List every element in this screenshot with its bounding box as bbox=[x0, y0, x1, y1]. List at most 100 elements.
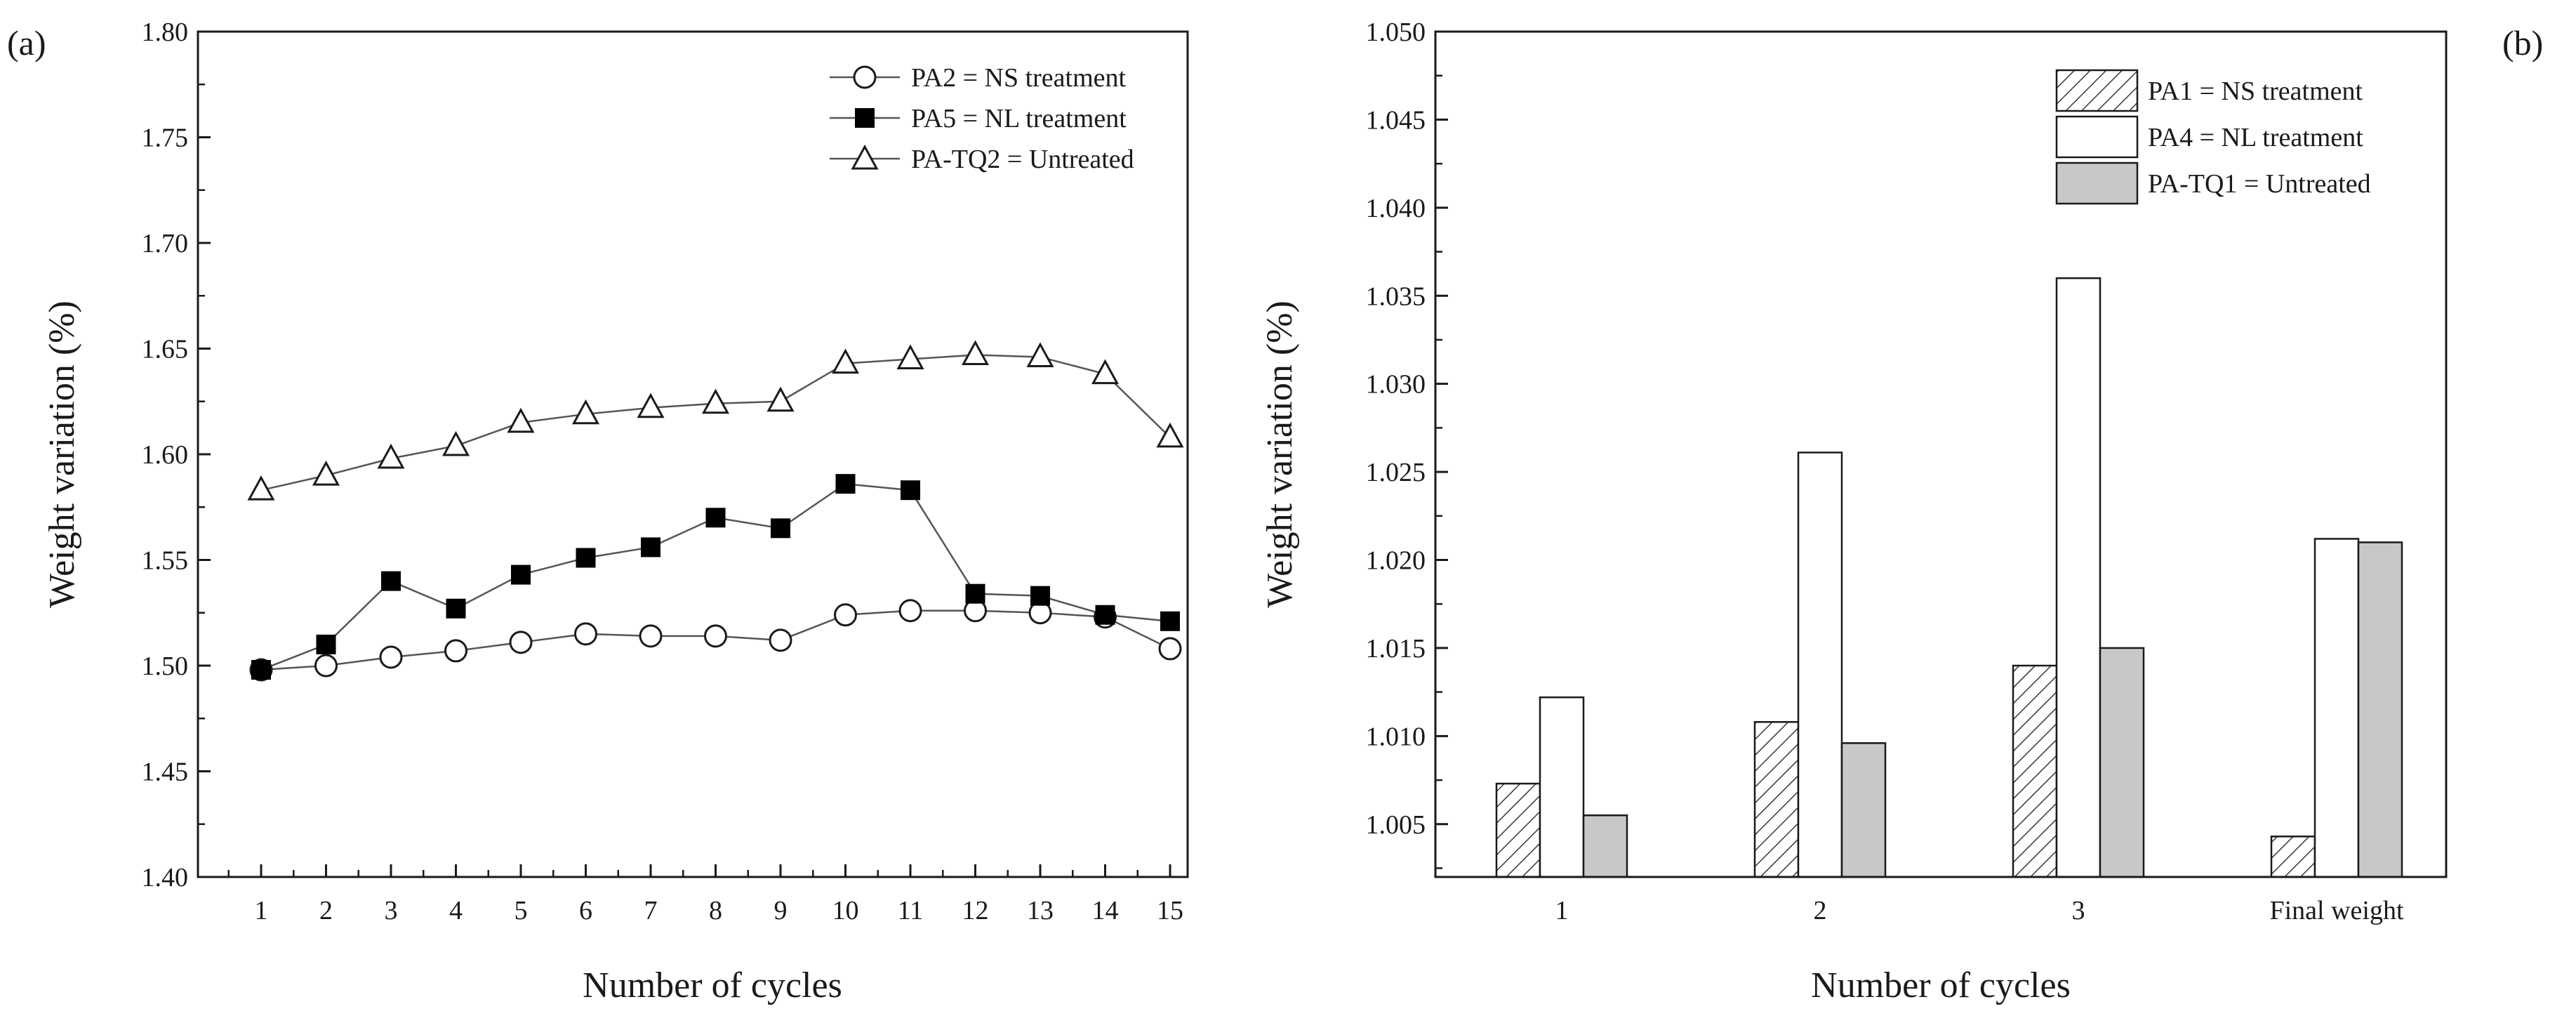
y-tick-label: 1.80 bbox=[142, 18, 189, 47]
y-tick-label: 1.010 bbox=[1366, 722, 1426, 751]
data-point-triangle bbox=[961, 340, 990, 366]
bar-white-1 bbox=[1797, 451, 1843, 878]
legend-entry-pa5: PA5 = NL treatment bbox=[830, 104, 1127, 133]
y-tick-label: 1.015 bbox=[1366, 634, 1426, 664]
legend-label-pa1: PA1 = NS treatment bbox=[2148, 77, 2363, 106]
data-point-square bbox=[1095, 605, 1115, 625]
y-tick-label: 1.030 bbox=[1366, 370, 1426, 400]
data-point-square bbox=[251, 660, 271, 680]
data-point-triangle bbox=[637, 392, 665, 418]
panel-b-legend: PA1 = NS treatment PA4 = NL treatment PA… bbox=[2055, 69, 2371, 205]
data-point-triangle bbox=[377, 443, 405, 469]
panel-a-line-chart: (a) 1.40 1.45 1.50 1.55 1.60 1.65 1.70 1.75 1.80… bbox=[7, 18, 1189, 1005]
data-point-square bbox=[901, 480, 920, 501]
x-tick-label: 2 bbox=[1814, 896, 1827, 925]
data-point-triangle bbox=[571, 399, 600, 425]
legend-entry-patq1: PA-TQ1 = Untreated bbox=[2055, 161, 2371, 205]
data-point-square bbox=[446, 598, 466, 619]
y-tick-label: 1.045 bbox=[1366, 105, 1426, 135]
y-tick-label: 1.40 bbox=[142, 863, 189, 892]
y-tick-label: 1.45 bbox=[142, 758, 189, 787]
data-point-triangle bbox=[441, 430, 470, 456]
data-point-circle bbox=[639, 624, 663, 648]
data-point-square bbox=[576, 548, 596, 568]
x-tick-label: 1 bbox=[255, 896, 268, 925]
y-tick-label: 1.025 bbox=[1366, 458, 1426, 487]
y-tick-label: 1.050 bbox=[1366, 18, 1426, 47]
x-tick-label: 9 bbox=[774, 896, 788, 925]
panel-a-label: (a) bbox=[7, 23, 46, 62]
x-tick-label: 11 bbox=[898, 896, 924, 925]
panel-b-x-axis: 1 2 3 Final weight bbox=[1555, 864, 2404, 925]
data-point-triangle bbox=[1091, 359, 1120, 385]
data-point-square bbox=[1030, 586, 1050, 606]
panel-b-y-axis-title: Weight variation (%) bbox=[1260, 301, 1300, 608]
x-tick-label: 3 bbox=[2072, 896, 2085, 925]
y-tick-label: 1.005 bbox=[1366, 810, 1426, 840]
y-tick-label: 1.50 bbox=[142, 652, 189, 681]
data-point-triangle bbox=[1156, 422, 1184, 448]
data-point-triangle bbox=[312, 460, 340, 486]
bar-grey-2 bbox=[2099, 647, 2145, 878]
x-tick-label: 1 bbox=[1555, 896, 1569, 925]
data-point-circle bbox=[898, 599, 922, 623]
legend-grey-swatch bbox=[2055, 161, 2139, 205]
panel-a-y-axis-title: Weight variation (%) bbox=[42, 301, 82, 608]
data-point-square bbox=[705, 508, 726, 528]
legend-label-patq2: PA-TQ2 = Untreated bbox=[911, 145, 1134, 174]
x-tick-label: 8 bbox=[709, 896, 722, 925]
legend-label-pa5: PA5 = NL treatment bbox=[911, 104, 1127, 133]
y-tick-label: 1.60 bbox=[142, 440, 189, 470]
bar-hatched-1 bbox=[1753, 721, 1800, 878]
data-point-triangle bbox=[766, 386, 795, 412]
x-tick-label: 7 bbox=[644, 896, 658, 925]
x-tick-label: 4 bbox=[449, 896, 463, 925]
series-line-2 bbox=[260, 354, 1171, 491]
data-point-circle bbox=[704, 624, 727, 648]
panel-b-y-axis: 1.005 1.010 1.015 1.020 1.025 1.030 1.035 1.040… bbox=[1366, 18, 1448, 869]
legend-open-triangle-marker bbox=[851, 144, 879, 170]
legend-hatched-swatch bbox=[2055, 69, 2139, 112]
legend-entry-pa1: PA1 = NS treatment bbox=[2055, 69, 2363, 112]
legend-label-pa2: PA2 = NS treatment bbox=[911, 63, 1127, 93]
x-tick-label: 14 bbox=[1092, 896, 1119, 925]
x-tick-label: Final weight bbox=[2269, 896, 2403, 925]
bar-hatched-2 bbox=[2012, 664, 2058, 878]
data-point-circle bbox=[574, 622, 597, 646]
y-tick-label: 1.55 bbox=[142, 546, 189, 576]
y-tick-label: 1.035 bbox=[1366, 282, 1426, 311]
legend-label-pa4: PA4 = NL treatment bbox=[2148, 123, 2363, 152]
panel-b-plot-frame bbox=[1434, 30, 2448, 878]
data-point-triangle bbox=[701, 388, 730, 414]
x-tick-label: 6 bbox=[579, 896, 592, 925]
data-point-triangle bbox=[831, 348, 860, 374]
panel-b-bar-chart: (b) 1.0051.0101.0151.0201.0251.0301.0351… bbox=[1260, 18, 2543, 1005]
bar-grey-1 bbox=[1840, 742, 1887, 878]
panel-b-bars bbox=[1495, 277, 2403, 878]
bar-white-3 bbox=[2313, 538, 2360, 878]
data-point-circle bbox=[379, 645, 403, 669]
x-tick-label: 10 bbox=[832, 896, 859, 925]
legend-entry-pa4: PA4 = NL treatment bbox=[2055, 115, 2363, 159]
panel-a-x-axis-title: Number of cycles bbox=[583, 965, 842, 1005]
data-point-circle bbox=[444, 639, 467, 663]
y-tick-label: 1.75 bbox=[142, 124, 189, 153]
bar-white-2 bbox=[2055, 277, 2102, 878]
data-point-square bbox=[965, 583, 985, 604]
y-tick-label: 1.020 bbox=[1366, 546, 1426, 576]
bar-white-0 bbox=[1539, 696, 1585, 878]
y-tick-label: 1.65 bbox=[142, 335, 189, 364]
panel-a-series-markers bbox=[247, 340, 1184, 682]
panel-a-legend: PA2 = NS treatment PA5 = NL treatment PA… bbox=[830, 63, 1134, 174]
x-tick-label: 5 bbox=[514, 896, 528, 925]
panel-a-y-axis: 1.40 1.45 1.50 1.55 1.60 1.65 1.70 1.75 1.80 bbox=[142, 18, 211, 892]
data-point-square bbox=[1160, 611, 1180, 631]
data-point-square bbox=[641, 537, 660, 557]
data-point-triangle bbox=[247, 475, 275, 501]
legend-entry-pa2: PA2 = NS treatment bbox=[830, 63, 1127, 93]
data-point-square bbox=[381, 571, 401, 591]
legend-white-swatch bbox=[2055, 115, 2139, 159]
x-tick-label: 12 bbox=[962, 896, 989, 925]
bar-hatched-3 bbox=[2270, 836, 2316, 878]
legend-open-circle-marker bbox=[853, 65, 877, 89]
